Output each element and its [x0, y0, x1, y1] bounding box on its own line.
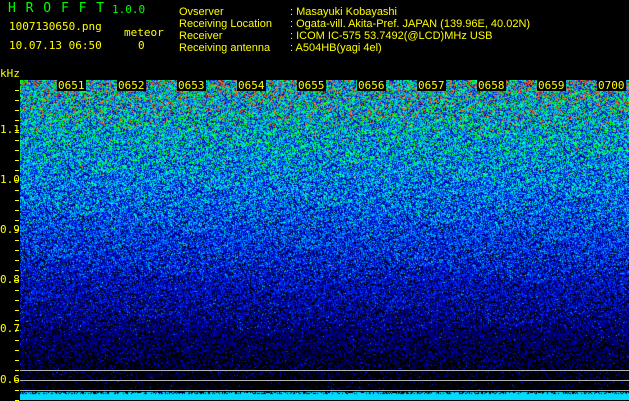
- x-tick-label: 0655: [297, 79, 326, 92]
- y-tick: [15, 100, 19, 101]
- x-tick-label: 0700: [597, 79, 626, 92]
- info-label-antenna: Receiving antenna: [179, 42, 271, 54]
- y-tick: [15, 230, 19, 231]
- x-tick-label: 0658: [477, 79, 506, 92]
- y-tick: [15, 170, 19, 171]
- x-tick-label: 0653: [177, 79, 206, 92]
- x-tick-label: 0654: [237, 79, 266, 92]
- y-tick-label: 0.9: [0, 223, 20, 236]
- y-tick: [15, 90, 19, 91]
- spectrogram: [20, 80, 629, 400]
- meteor-count: 0: [138, 39, 145, 52]
- y-tick: [15, 250, 19, 251]
- y-tick-label: 0.6: [0, 373, 20, 386]
- y-tick-label: 1.0: [0, 173, 20, 186]
- filename: 1007130650.png: [9, 20, 102, 33]
- y-tick: [15, 210, 19, 211]
- info-value-receiver: : ICOM IC-575 53.7492(@LCD)MHz USB: [290, 30, 493, 42]
- y-tick: [15, 370, 19, 371]
- y-tick: [15, 360, 19, 361]
- y-tick: [15, 390, 19, 391]
- info-value-location: : Ogata-vill. Akita-Pref. JAPAN (139.96E…: [290, 18, 531, 30]
- meteor-label: meteor: [124, 26, 164, 39]
- y-tick: [15, 160, 19, 161]
- x-tick-label: 0656: [357, 79, 386, 92]
- y-tick: [15, 280, 19, 281]
- y-tick: [15, 350, 19, 351]
- y-tick: [15, 340, 19, 341]
- y-tick: [15, 140, 19, 141]
- info-value-observer: : Masayuki Kobayashi: [290, 6, 397, 18]
- y-tick: [15, 180, 19, 181]
- x-tick-label: 0657: [417, 79, 446, 92]
- app-version: 1.0.0: [112, 3, 146, 16]
- info-label-receiver: Receiver: [179, 30, 223, 42]
- info-label-location: Receiving Location: [179, 18, 272, 30]
- y-tick: [15, 200, 19, 201]
- marker-line: [20, 390, 629, 391]
- y-tick: [15, 130, 19, 131]
- y-tick: [15, 110, 19, 111]
- marker-line: [20, 370, 629, 371]
- app-title: H R O F F T: [8, 1, 106, 16]
- y-tick: [15, 240, 19, 241]
- datetime: 10.07.13 06:50: [9, 39, 102, 52]
- x-tick-label: 0651: [57, 79, 86, 92]
- y-tick: [15, 330, 19, 331]
- y-tick: [15, 310, 19, 311]
- y-tick-label: 0.7: [0, 322, 20, 335]
- y-tick-label: 1.1: [0, 123, 20, 136]
- x-tick-label: 0652: [117, 79, 146, 92]
- y-axis-label: kHz: [0, 67, 20, 80]
- marker-line: [20, 380, 629, 381]
- y-tick: [15, 290, 19, 291]
- y-tick: [15, 190, 19, 191]
- y-tick-label: 0.8: [0, 273, 20, 286]
- y-tick: [15, 150, 19, 151]
- x-tick-label: 0659: [537, 79, 566, 92]
- y-tick: [15, 270, 19, 271]
- y-tick: [15, 120, 19, 121]
- info-label-observer: Ovserver: [179, 6, 224, 18]
- y-tick: [15, 320, 19, 321]
- y-tick: [15, 380, 19, 381]
- y-tick: [15, 220, 19, 221]
- y-tick: [15, 260, 19, 261]
- y-tick: [15, 300, 19, 301]
- info-value-antenna: : A504HB(yagi 4el): [290, 42, 382, 54]
